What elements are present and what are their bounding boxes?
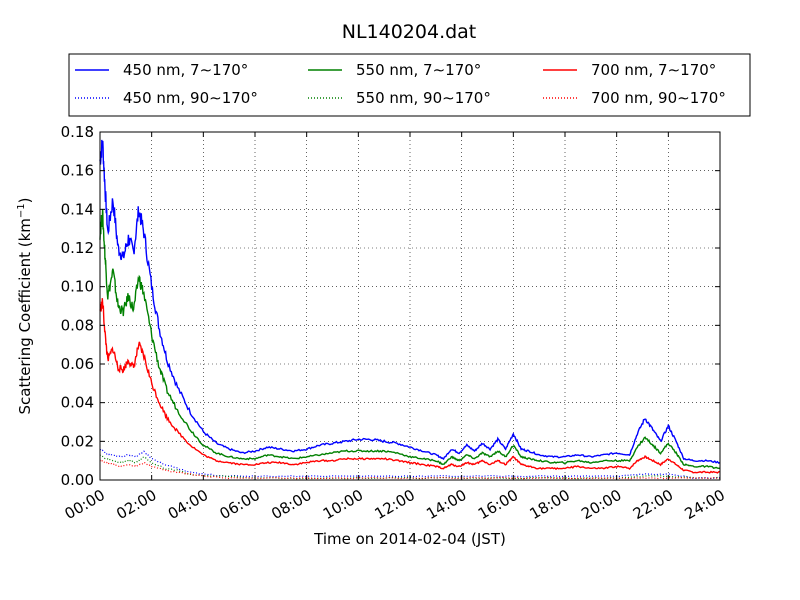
x-tick-label: 08:00 (268, 486, 314, 523)
legend-label: 450 nm, 7∼170° (123, 61, 248, 79)
x-tick-label: 02:00 (113, 486, 159, 523)
x-tick-label: 14:00 (423, 486, 469, 523)
x-tick-label: 20:00 (578, 486, 624, 523)
y-tick-label: 0.00 (61, 471, 94, 489)
axis-ticks: 00:00 02:00 04:00 06:00 08:00 10:00 12:00 14:00… (61, 123, 728, 523)
y-tick-label: 0.12 (61, 239, 94, 257)
plot-area: 00:00 02:00 04:00 06:00 08:00 10:00 12:00 14:00… (61, 123, 728, 523)
y-tick-label: 0.14 (61, 200, 94, 218)
y-axis-label-close: ) (16, 197, 34, 203)
y-tick-label: 0.18 (61, 123, 94, 141)
y-tick-label: 0.02 (61, 432, 94, 450)
chart-legend: 450 nm, 7∼170° 550 nm, 7∼170° 700 nm, 7∼17… (68, 53, 751, 117)
y-tick-label: 0.16 (61, 162, 94, 180)
y-tick-label: 0.06 (61, 355, 94, 373)
y-axis-label-text: Scattering Coefficient (km (16, 218, 34, 414)
x-tick-label: 10:00 (320, 486, 366, 523)
y-axis-label: Scattering Coefficient (km−1) (16, 197, 34, 414)
x-tick-label: 04:00 (165, 486, 211, 523)
y-tick-label: 0.10 (61, 278, 94, 296)
legend-label: 450 nm, 90∼170° (123, 89, 258, 107)
x-tick-label: 00:00 (62, 486, 108, 523)
legend-box (68, 53, 751, 117)
x-tick-label: 24:00 (682, 486, 728, 523)
y-tick-label: 0.08 (61, 316, 94, 334)
chart-title: NL140204.dat (342, 21, 477, 43)
x-axis-label: Time on 2014-02-04 (JST) (313, 530, 506, 548)
grid-lines (100, 132, 720, 480)
x-tick-label: 12:00 (372, 486, 418, 523)
y-tick-label: 0.04 (61, 394, 94, 412)
x-tick-label: 16:00 (475, 486, 521, 523)
x-tick-label: 22:00 (630, 486, 676, 523)
legend-label: 700 nm, 7∼170° (591, 61, 716, 79)
legend-label: 700 nm, 90∼170° (591, 89, 726, 107)
series-line-2 (99, 298, 721, 474)
x-tick-label: 06:00 (217, 486, 263, 523)
series-lines (99, 139, 721, 480)
x-tick-label: 18:00 (527, 486, 573, 523)
series-line-1 (99, 209, 721, 470)
legend-label: 550 nm, 7∼170° (356, 61, 481, 79)
y-axis-label-superscript: −1 (16, 203, 27, 218)
legend-label: 550 nm, 90∼170° (356, 89, 491, 107)
series-line-0 (99, 139, 721, 464)
